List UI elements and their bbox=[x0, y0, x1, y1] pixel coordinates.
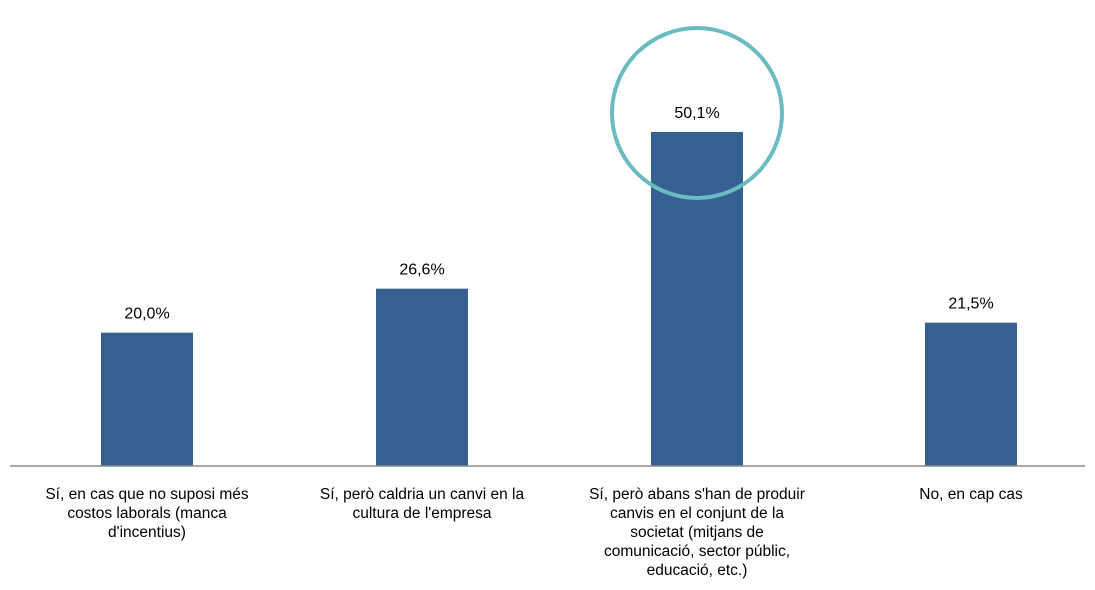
highlight-circle bbox=[610, 26, 784, 200]
data-label-3: 50,1% bbox=[674, 105, 719, 122]
data-label-2: 26,6% bbox=[399, 262, 444, 279]
category-label-1: Sí, en cas que no suposi més costos labo… bbox=[45, 486, 249, 541]
data-labels-group: 20,0% 26,6% 50,1% 21,5% bbox=[124, 105, 993, 323]
data-label-4: 21,5% bbox=[948, 296, 993, 313]
category-label-3: Sí, però abans s'han de produir canvis e… bbox=[589, 486, 805, 579]
bar-3 bbox=[651, 132, 743, 466]
data-label-1: 20,0% bbox=[124, 306, 169, 323]
category-label-2: Sí, però caldria un canvi en la cultura … bbox=[319, 486, 525, 522]
bar-2 bbox=[376, 288, 468, 466]
bar-4 bbox=[925, 322, 1017, 466]
category-label-4: No, en cap cas bbox=[919, 486, 1023, 503]
bars-group bbox=[101, 132, 1017, 466]
bar-1 bbox=[101, 332, 193, 466]
